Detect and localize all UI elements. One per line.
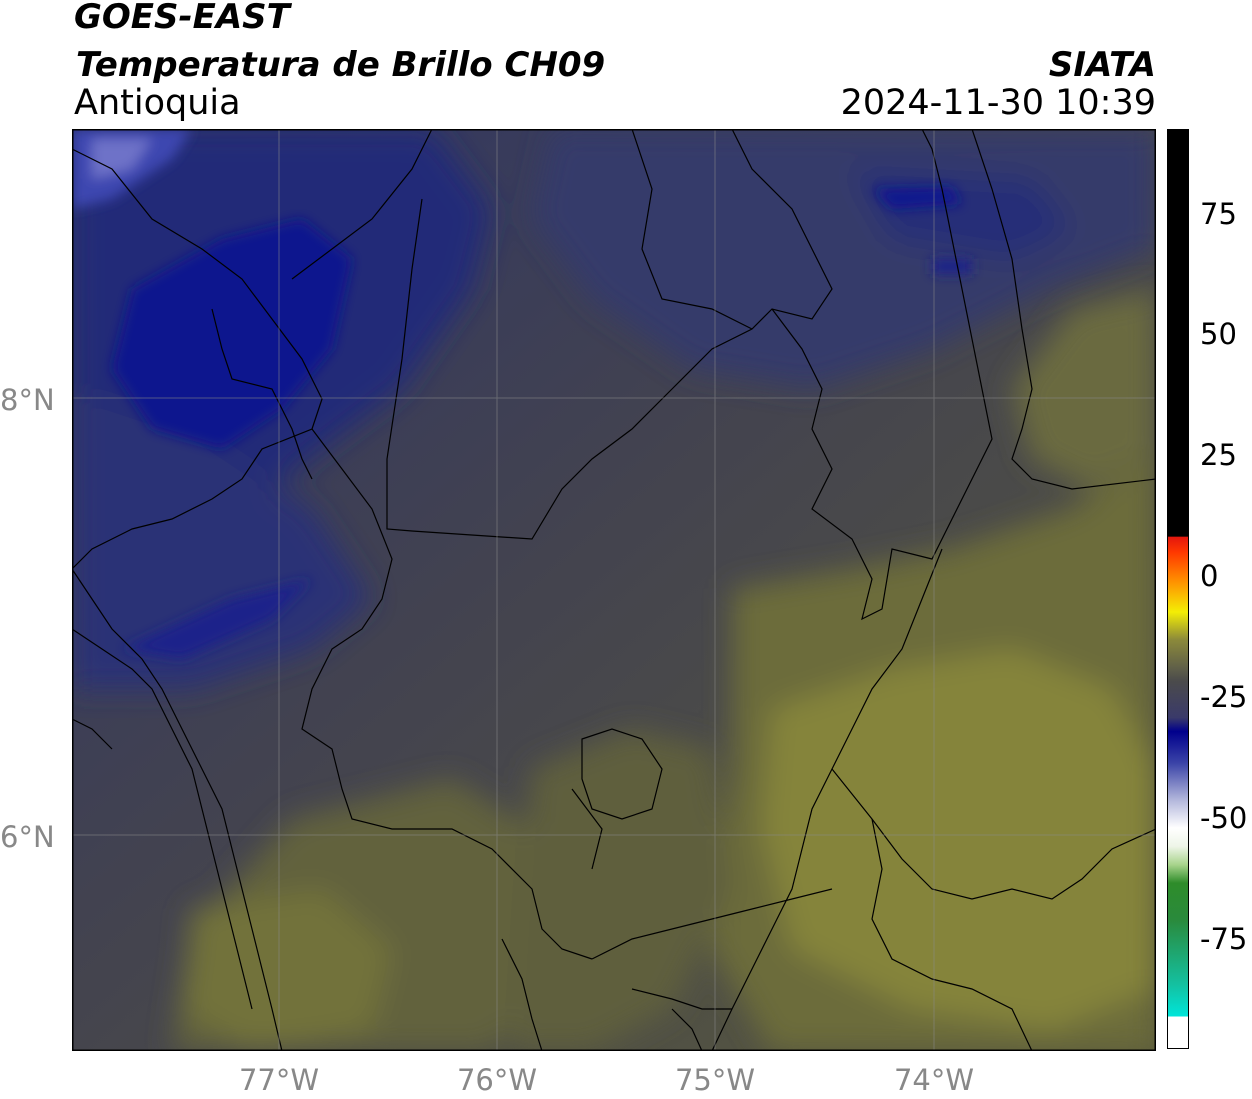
brand-label: SIATA bbox=[1048, 45, 1156, 85]
lon-label-76w: 76°W bbox=[456, 1063, 538, 1097]
colorbar-fill bbox=[1167, 129, 1189, 1049]
cloud-field-deep bbox=[72, 129, 972, 659]
map-frame bbox=[72, 129, 1156, 1051]
colorbar-tick-0: 0 bbox=[1200, 559, 1219, 593]
admin-borders bbox=[72, 129, 1156, 1051]
colorbar-tick-50: 50 bbox=[1200, 317, 1237, 351]
lat-label-8n: 8°N bbox=[0, 383, 55, 417]
colorbar-tick-minus75: -75 bbox=[1200, 922, 1248, 956]
lon-label-77w: 77°W bbox=[238, 1063, 320, 1097]
lon-label-75w: 75°W bbox=[674, 1063, 756, 1097]
graticule bbox=[72, 129, 1156, 1051]
colorbar-tick-minus25: -25 bbox=[1200, 680, 1248, 714]
colorbar bbox=[1167, 129, 1189, 1049]
region-label: Antioquia bbox=[74, 83, 241, 123]
coastline bbox=[72, 308, 313, 1010]
lat-label-6n: 6°N bbox=[0, 820, 55, 854]
colorbar-tick-minus50: -50 bbox=[1200, 801, 1248, 835]
colorbar-tick-75: 75 bbox=[1200, 197, 1237, 231]
lon-label-74w: 74°W bbox=[893, 1063, 975, 1097]
product-title: Temperatura de Brillo CH09 bbox=[76, 45, 606, 85]
datetime-label: 2024-11-30 10:39 bbox=[840, 83, 1156, 123]
brightness-temperature-map bbox=[72, 129, 1156, 1051]
colorbar-tick-25: 25 bbox=[1200, 438, 1237, 472]
satellite-title: GOES-EAST bbox=[74, 0, 290, 37]
